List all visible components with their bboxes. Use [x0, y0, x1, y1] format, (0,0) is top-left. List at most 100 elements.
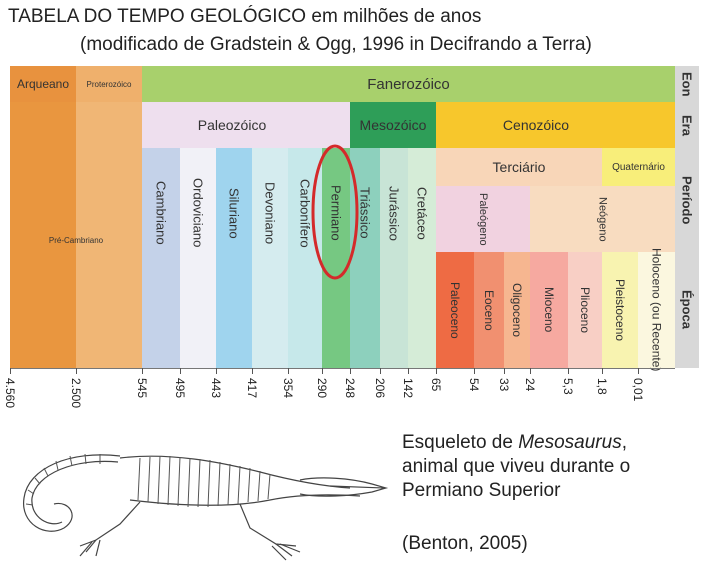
period-cambriano-block	[142, 148, 180, 368]
axis-tick	[216, 368, 217, 374]
axis-tick-label: 206	[373, 378, 387, 399]
axis-tick	[530, 368, 531, 374]
period-cretaceo-block	[408, 148, 436, 368]
axis-tick-label: 24	[523, 378, 537, 392]
axis-tick	[350, 368, 351, 374]
axis-tick-label: 354	[281, 378, 295, 399]
eon-arqueano-label: Arqueano	[16, 77, 70, 91]
axis-tick-label: 4.560	[3, 378, 17, 409]
axis-tick	[504, 368, 505, 374]
epoch-mioceno-label: Mioceno	[542, 287, 556, 333]
period-triassico-label: Triássico	[357, 187, 373, 239]
caption-line1-pre: Esqueleto de	[402, 432, 519, 453]
era-cenozoico-block	[436, 102, 675, 148]
axis-tick-label: 33	[497, 378, 511, 392]
axis-tick	[10, 368, 11, 374]
axis-tick	[436, 368, 437, 374]
axis-tick-label: 495	[173, 378, 187, 399]
axis-tick	[602, 368, 603, 374]
axis-tick	[322, 368, 323, 374]
period-cambriano-label: Cambriano	[153, 181, 169, 245]
epoch-mioceno-block	[530, 252, 568, 368]
period-ordoviciano-label: Ordoviciano	[190, 178, 206, 248]
period-carbonifero-label: Carbonífero	[297, 178, 313, 248]
period-permiano-block	[322, 148, 350, 368]
epoch-pleistoceno-label: Pleistoceno	[613, 278, 627, 342]
axis-tick	[568, 368, 569, 374]
axis-tick	[638, 368, 639, 374]
subperiod-paleogeno-label: Paleógeno	[477, 192, 489, 246]
era-paleozoico-label: Paleozóico	[197, 117, 267, 133]
era-cenozoico-label: Cenozóico	[502, 117, 570, 133]
axis-tick-label: 54	[467, 378, 481, 392]
axis-tick-label: 142	[401, 378, 415, 399]
epoch-paleoceno-block	[436, 252, 474, 368]
row-label-strip	[675, 66, 699, 368]
axis-tick-label: 1,8	[595, 378, 609, 395]
eon-proterozoico-block	[76, 66, 142, 102]
subperiod-paleogeno-block	[436, 186, 530, 252]
precambrian-arqueano-column	[10, 102, 76, 368]
era-paleozoico-block	[142, 102, 350, 148]
subperiod-neogeno-label: Neógeno	[596, 196, 609, 242]
eon-proterozoico-label: Proterozóico	[86, 79, 132, 89]
subperiod-quaternario-block	[602, 148, 675, 186]
caption-line3: Permiano Superior	[402, 480, 561, 501]
axis-tick-label: 290	[315, 378, 329, 399]
epoch-plioceno-label: Plioceno	[578, 286, 592, 334]
axis-tick	[252, 368, 253, 374]
axis-tick-label: 443	[209, 378, 223, 399]
title-units: em milhões de anos	[311, 6, 482, 27]
subperiod-terciario-label: Terciário	[492, 159, 546, 175]
row-label-eon: Eon	[679, 71, 695, 97]
caption-line1-post: ,	[621, 432, 627, 453]
chart-title-line1: TABELA DO TEMPO GEOLÓGICO em milhões de …	[8, 6, 481, 28]
period-jurassico-label: Jurássico	[386, 185, 402, 241]
axis-tick-label: 248	[343, 378, 357, 399]
period-cretaceo-label: Cretáceo	[414, 186, 430, 240]
period-siluriano-block	[216, 148, 252, 368]
chart-title-line2: (modificado de Gradstein & Ogg, 1996 in …	[80, 34, 592, 55]
axis-tick-label: 545	[135, 378, 149, 399]
axis-tick-label: 2.500	[69, 378, 83, 409]
period-devoniano-label: Devoniano	[262, 181, 278, 245]
epoch-holoceno-block	[638, 252, 675, 368]
period-siluriano-label: Siluriano	[226, 187, 242, 239]
period-jurassico-block	[380, 148, 408, 368]
period-ordoviciano-block	[180, 148, 216, 368]
caption-line1: Esqueleto de Mesosaurus,	[402, 432, 627, 454]
caption-species-name: Mesosaurus	[518, 432, 622, 453]
axis-tick	[142, 368, 143, 374]
precambrian-label: Pré-Cambriano	[48, 235, 104, 245]
axis-tick	[380, 368, 381, 374]
caption-source: (Benton, 2005)	[402, 533, 528, 554]
axis-tick	[76, 368, 77, 374]
epoch-paleoceno-label: Paleoceno	[448, 281, 462, 339]
subperiod-quaternario-label: Quaternário	[612, 161, 665, 173]
row-label-periodo: Período	[679, 175, 695, 225]
axis-tick	[474, 368, 475, 374]
axis-tick	[408, 368, 409, 374]
subperiod-neogeno-block	[530, 186, 675, 252]
epoch-pleistoceno-block	[602, 252, 638, 368]
period-devoniano-block	[252, 148, 288, 368]
era-mesozoico-label: Mesozóico	[359, 117, 427, 133]
time-axis-line	[10, 368, 675, 369]
axis-tick-label: 5,3	[561, 378, 575, 395]
eon-fanerozoico-block	[142, 66, 675, 102]
axis-tick-label: 417	[245, 378, 259, 399]
highlight-ellipse	[311, 144, 359, 280]
epoch-oligoceno-label: Oligoceno	[510, 282, 524, 338]
row-label-era: Era	[679, 114, 695, 136]
precambrian-proterozoico-column	[76, 102, 142, 368]
epoch-oligoceno-block	[504, 252, 530, 368]
axis-tick	[288, 368, 289, 374]
subperiod-terciario-block	[436, 148, 602, 186]
caption-line2: animal que viveu durante o	[402, 456, 631, 477]
period-permiano-label: Permiano	[328, 185, 344, 241]
epoch-eoceno-label: Eoceno	[482, 289, 496, 331]
axis-tick-label: 65	[429, 378, 443, 392]
row-label-epoca: Época	[679, 290, 695, 330]
epoch-eoceno-block	[474, 252, 504, 368]
